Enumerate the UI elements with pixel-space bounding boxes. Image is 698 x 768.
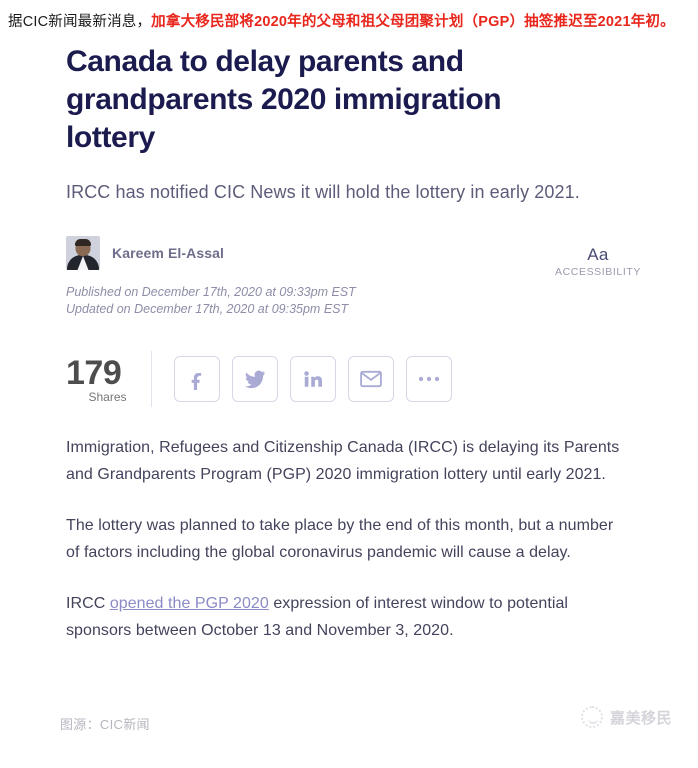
paragraph-3: IRCC opened the PGP 2020 expression of i… <box>66 590 621 644</box>
share-buttons <box>174 356 452 402</box>
share-linkedin-button[interactable] <box>290 356 336 402</box>
twitter-icon <box>244 368 266 390</box>
updated-date: Updated on December 17th, 2020 at 09:35p… <box>66 302 349 316</box>
share-twitter-button[interactable] <box>232 356 278 402</box>
article-body: Immigration, Refugees and Citizenship Ca… <box>66 434 621 644</box>
paragraph-2: The lottery was planned to take place by… <box>66 517 614 561</box>
paragraph-3-prefix: IRCC <box>66 595 110 612</box>
share-divider <box>151 351 152 407</box>
publish-dates: Published on December 17th, 2020 at 09:3… <box>66 284 653 318</box>
author-name[interactable]: Kareem El-Assal <box>112 245 225 261</box>
share-bar: 179 Shares <box>66 350 653 408</box>
article-container: Canada to delay parents and grandparents… <box>0 43 698 644</box>
share-count-label: Shares <box>88 389 127 404</box>
intro-lead-text: 据CIC新闻最新消息， <box>8 14 152 30</box>
paragraph-3-suffix: expression of interest window to potenti… <box>66 595 569 639</box>
share-email-button[interactable] <box>348 356 394 402</box>
paragraph-1: Immigration, Refugees and Citizenship Ca… <box>66 439 620 483</box>
share-count-number: 179 <box>66 353 122 392</box>
watermark-logo-icon <box>580 706 603 728</box>
byline: Kareem El-Assal <box>66 236 653 270</box>
more-icon <box>418 375 440 383</box>
share-more-button[interactable] <box>406 356 452 402</box>
published-date: Published on December 17th, 2020 at 09:3… <box>66 285 356 299</box>
linkedin-icon <box>302 368 324 390</box>
source-caption: 图源：CIC新闻 <box>60 717 150 732</box>
avatar <box>66 236 100 270</box>
page-title: Canada to delay parents and grandparents… <box>66 45 502 154</box>
watermark: 嘉美移民 <box>580 706 672 728</box>
pgp-2020-link[interactable]: opened the PGP 2020 <box>109 595 269 612</box>
accessibility-label: ACCESSIBILITY <box>555 266 641 278</box>
accessibility-aa-icon: Aa <box>587 245 609 264</box>
email-icon <box>360 370 382 388</box>
share-count: 179 Shares <box>66 355 151 404</box>
intro-highlight-text: 加拿大移民部将2020年的父母和祖父母团聚计划（PGP）抽签推迟至2021年初。 <box>151 14 675 30</box>
facebook-icon <box>186 368 208 390</box>
article-deck: IRCC has notified CIC News it will hold … <box>66 182 580 202</box>
watermark-text: 嘉美移民 <box>609 709 672 727</box>
intro-block: 据CIC新闻最新消息，加拿大移民部将2020年的父母和祖父母团聚计划（PGP）抽… <box>0 0 698 35</box>
share-facebook-button[interactable] <box>174 356 220 402</box>
accessibility-widget[interactable]: Aa ACCESSIBILITY <box>538 245 658 278</box>
footer: 图源：CIC新闻 嘉美移民 <box>0 696 698 768</box>
